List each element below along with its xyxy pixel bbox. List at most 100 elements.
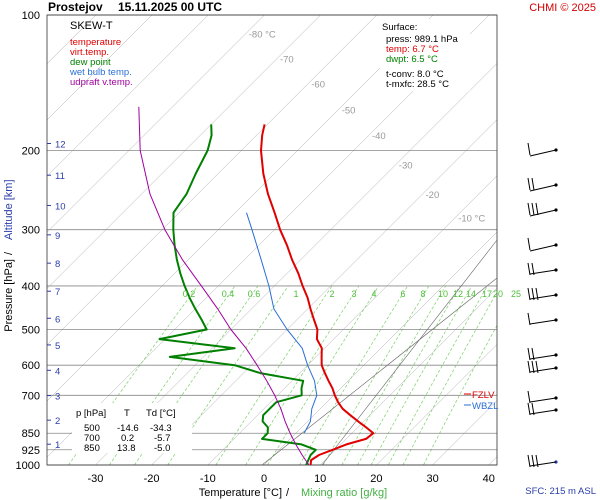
- mixing-ratio-label: 3: [351, 289, 356, 299]
- table-cell: 0.2: [121, 433, 134, 444]
- wind-barb: [527, 287, 558, 301]
- x-tick-label: -10: [200, 473, 216, 485]
- x-tick-label: 20: [370, 473, 382, 485]
- isotherm-line: [320, 287, 497, 465]
- mixing-ratio-label: 25: [511, 289, 521, 299]
- mixing-ratio-label: 12: [453, 289, 463, 299]
- altitude-tick-label: 7: [55, 287, 60, 298]
- wind-barb: [527, 202, 558, 217]
- sfc-label: SFC: 215 m ASL: [525, 486, 596, 497]
- table-cell: -34.3: [150, 423, 172, 434]
- table-cell: 500: [84, 423, 100, 434]
- series-line-temperature: [260, 124, 375, 465]
- mixing-ratio-label: 10: [438, 289, 448, 299]
- x-axis-label: Temperature [°C]: [199, 487, 282, 499]
- pressure-tick-label: 600: [22, 360, 40, 372]
- table-cell: -14.6: [117, 423, 139, 434]
- pressure-tick-label: 925: [22, 445, 40, 457]
- isobar-lines: [46, 14, 498, 466]
- mixing-ratio-line: [357, 285, 461, 465]
- isotherm-line: [47, 15, 434, 402]
- isotherm-line: [47, 15, 265, 233]
- isotherm-label: -30: [399, 161, 413, 172]
- isotherm-label: -70: [280, 55, 294, 66]
- isotherm-label: -50: [342, 105, 356, 116]
- pressure-tick-label: 200: [22, 145, 40, 157]
- axis-labels: -80 °C -70 -60 -50 -40 -30 -20 -10 °C 0.2 0.4 0.6 1…: [16, 10, 521, 485]
- isotherm-line: [47, 15, 377, 346]
- pressure-tick-label: 100: [22, 10, 40, 22]
- mixing-ratio-label: 0.6: [248, 289, 261, 299]
- chart-title: SKEW-T: [70, 20, 113, 32]
- x-tick-label: 30: [426, 473, 438, 485]
- wind-barb: [527, 262, 558, 276]
- isotherm-label: -10 °C: [458, 214, 485, 225]
- surface-dwpt: dwpt: 6.5 °C: [386, 54, 438, 65]
- reference-line: [321, 239, 498, 466]
- mixing-ratio-label: 0.4: [222, 289, 235, 299]
- altitude-tick-label: 1: [55, 440, 60, 451]
- surface-temp: temp: 6.7 °C: [386, 44, 439, 55]
- altitude-tick-label: 2: [55, 416, 60, 427]
- altitude-tick-label: 10: [55, 201, 66, 212]
- y-axis-separator: /: [3, 249, 15, 258]
- isotherm-line: [376, 344, 497, 465]
- x-tick-label: 40: [483, 473, 495, 485]
- isotherm-label: -60: [311, 80, 325, 91]
- x-tick-label: 0: [261, 473, 267, 485]
- station-name: Prostejov: [48, 0, 103, 14]
- table-cell: 13.8: [117, 443, 136, 454]
- isotherm-line: [263, 231, 497, 465]
- profile-series: [138, 106, 375, 465]
- mixing-ratio-label: 2: [329, 289, 334, 299]
- surface-tmxfc: t-mxfc: 28.5 °C: [386, 79, 449, 90]
- mixing-ratio-line: [341, 285, 447, 465]
- mixing-ratio-label: 8: [420, 289, 425, 299]
- wind-barb: [527, 402, 558, 416]
- wind-barb: [527, 177, 558, 192]
- altitude-tick-label: 11: [55, 171, 65, 182]
- credit-text: CHMI © 2025: [529, 2, 596, 14]
- series-line-dew-point: [158, 124, 317, 465]
- x-tick-label: -20: [144, 473, 160, 485]
- mixing-ratio-label: 17: [482, 289, 492, 299]
- mixing-ratio-line: [267, 285, 380, 465]
- legend-dew-point: dew point: [70, 57, 111, 68]
- isotherm-line: [95, 63, 497, 465]
- mixing-ratio-label: 20: [493, 289, 503, 299]
- mixing-ratio-label: 6: [400, 289, 405, 299]
- forecast-datetime: 15.11.2025 00 UTC: [118, 0, 222, 14]
- series-line-wet-bulb-temp: [246, 212, 318, 434]
- isotherm-label: -20: [426, 190, 440, 201]
- wind-barbs: [527, 142, 558, 468]
- x-axis-label-mixing: Mixing ratio [g/kg]: [301, 487, 387, 499]
- isotherm-line: [47, 15, 321, 289]
- isotherm-line: [488, 456, 497, 465]
- x-tick-label: -30: [87, 473, 103, 485]
- mixing-ratio-label: 4: [371, 289, 376, 299]
- wind-barb: [527, 360, 558, 374]
- isotherm-line: [151, 119, 497, 465]
- isotherm-line: [47, 15, 153, 121]
- pressure-tick-label: 300: [22, 225, 40, 237]
- altitude-tick-label: 3: [55, 392, 60, 403]
- table-cell: -5.7: [154, 433, 170, 444]
- legend-wet-bulb: wet bulb temp.: [69, 67, 132, 78]
- x-tick-label: 10: [314, 473, 326, 485]
- reference-line: [261, 277, 498, 466]
- series-line-udpraft-v-temp: [138, 106, 310, 465]
- altitude-tick-label: 6: [55, 314, 60, 325]
- surface-title: Surface:: [382, 22, 417, 33]
- table-cell: 850: [84, 443, 100, 454]
- wind-barb: [527, 454, 558, 468]
- mixing-ratio-line: [370, 285, 473, 465]
- table-cell: 700: [84, 433, 100, 444]
- wind-barb: [527, 142, 558, 157]
- legend-temperature: temperature: [70, 37, 121, 48]
- isotherm-line: [47, 15, 209, 177]
- x-axis-separator: /: [283, 487, 292, 499]
- data-table: p [hPa] T Td [°C] 500 -14.6 -34.3 700 0.…: [76, 408, 176, 454]
- wind-barb: [527, 390, 558, 404]
